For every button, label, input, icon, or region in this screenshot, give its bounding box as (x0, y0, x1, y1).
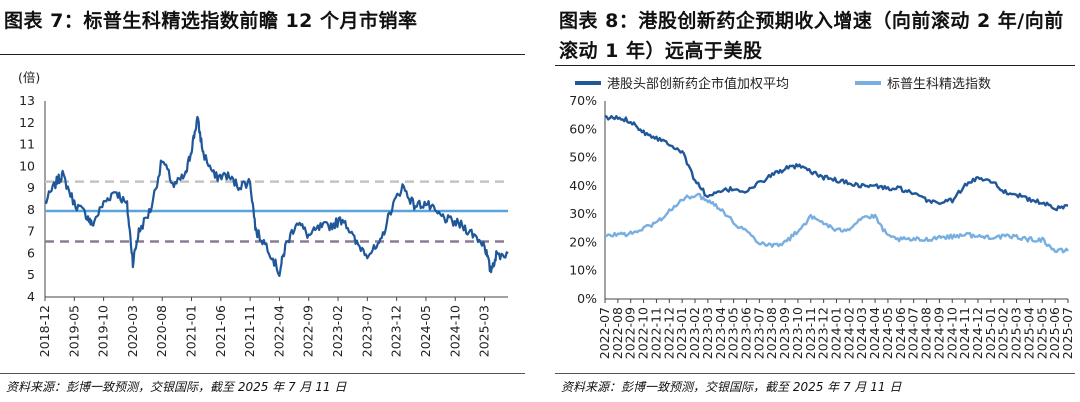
left-x-tick-label: 2021-11 (242, 305, 257, 357)
right-x-tick-label: 2024-02 (841, 307, 856, 359)
left-x-tick-label: 2020-03 (125, 305, 140, 357)
right-y-tick-label: 20% (569, 234, 597, 249)
right-x-tick-label: 2023-10 (790, 307, 805, 359)
right-x-tick-label: 2025-07 (1060, 307, 1075, 359)
right-x-tick-label: 2024-10 (944, 307, 959, 359)
right-x-tick-label: 2024-08 (919, 307, 934, 359)
right-x-tick-label: 2024-12 (970, 307, 985, 359)
right-x-tick-label: 2024-05 (880, 307, 895, 359)
left-chart-title: 图表 7：标普生科精选指数前瞻 12 个月市销率 (4, 10, 418, 32)
right-y-tick-label: 70% (569, 93, 597, 108)
right-series-line-1 (604, 114, 1069, 212)
right-x-tick-label: 2024-03 (854, 307, 869, 359)
left-x-tick-label: 2024-10 (447, 305, 462, 357)
right-x-tick-label: 2024-06 (893, 307, 908, 359)
right-x-tick-label: 2023-06 (738, 307, 753, 359)
right-x-tick-label: 2023-11 (803, 307, 818, 359)
right-x-tick-label: 2022-08 (610, 307, 625, 359)
left-y-tick-label: 6 (27, 245, 35, 260)
right-x-tick-label: 2023-09 (777, 307, 792, 359)
right-chart-source: 资料来源：彭博一致预测，交银国际，截至 2025 年 7 月 11 日 (561, 380, 902, 394)
left-chart-svg: (倍) 4 5 6 7 8 9 10 11 12 13 2018-12 2019-05 2019-10 20… (18, 70, 509, 357)
right-y-tick-label: 30% (569, 206, 597, 221)
left-chart-panel: 图表 7：标普生科精选指数前瞻 12 个月市销率 (倍) 4 5 6 7 8 9 10 11 12… (0, 0, 530, 402)
left-y-tick-label: 12 (19, 115, 35, 130)
left-x-tick-label: 2023-07 (359, 305, 374, 357)
right-x-tick-label: 2025-04 (1021, 307, 1036, 359)
right-chart-panel: 图表 8：港股创新药企预期收入增速（向前滚动 2 年/向前滚动 1 年）远高于美… (555, 0, 1080, 402)
right-x-tick-label: 2023-08 (764, 307, 779, 359)
left-x-tick-label: 2023-12 (389, 305, 404, 357)
left-source-divider (0, 373, 525, 374)
right-y-tick-label: 0% (577, 291, 597, 306)
left-x-tick-label: 2021-01 (184, 305, 199, 357)
left-x-tick-label: 2021-06 (213, 305, 228, 357)
right-x-tick-label: 2024-01 (829, 307, 844, 359)
left-y-tick-label: 4 (27, 289, 35, 304)
left-y-tick-label: 11 (19, 137, 35, 152)
left-y-tick-label: 10 (19, 158, 35, 173)
right-x-tick-label: 2023-02 (687, 307, 702, 359)
right-y-tick-label: 50% (569, 150, 597, 165)
right-x-tick-label: 2024-09 (931, 307, 946, 359)
right-x-tick-label: 2022-07 (597, 307, 612, 359)
left-x-tick-label: 2023-02 (330, 305, 345, 357)
right-x-tick-label: 2023-01 (674, 307, 689, 359)
left-x-tick-label: 2025-03 (477, 305, 492, 357)
right-legend-label: 标普生科精选指数 (887, 77, 991, 92)
left-series-line (44, 115, 509, 277)
right-x-tick-label: 2025-02 (996, 307, 1011, 359)
right-series-line-2 (604, 192, 1069, 254)
left-y-unit-label: (倍) (18, 70, 40, 85)
left-x-tick-label: 2020-08 (154, 305, 169, 357)
right-x-tick-label: 2025-06 (1047, 307, 1062, 359)
left-y-tick-label: 13 (19, 93, 35, 108)
right-title-divider (555, 65, 1075, 66)
right-x-tick-label: 2024-07 (906, 307, 921, 359)
right-y-tick-label: 60% (569, 121, 597, 136)
right-x-tick-label: 2022-12 (661, 307, 676, 359)
right-chart-title: 图表 8：港股创新药企预期收入增速（向前滚动 2 年/向前滚动 1 年）远高于美… (559, 10, 1064, 62)
right-x-tick-label: 2023-07 (751, 307, 766, 359)
right-x-tick-label: 2025-05 (1034, 307, 1049, 359)
right-x-tick-label: 2023-04 (713, 307, 728, 359)
left-y-tick-label: 5 (27, 267, 35, 282)
right-x-tick-label: 2023-12 (816, 307, 831, 359)
left-x-tick-label: 2024-05 (418, 305, 433, 357)
right-y-tick-label: 10% (569, 263, 597, 278)
left-y-tick-label: 9 (27, 180, 35, 195)
right-x-tick-label: 2024-11 (957, 307, 972, 359)
right-x-tick-label: 2022-11 (648, 307, 663, 359)
right-y-tick-label: 40% (569, 178, 597, 193)
right-x-tick-label: 2022-09 (623, 307, 638, 359)
left-x-tick-label: 2019-10 (96, 305, 111, 357)
right-x-tick-label: 2025-01 (983, 307, 998, 359)
right-chart-svg: 港股头部创新药企市值加权平均 标普生科精选指数 0% 10% 20% 30% 40% 50% 6… (569, 76, 1075, 359)
left-x-tick-label: 2022-09 (301, 305, 316, 357)
left-x-tick-label: 2018-12 (37, 305, 52, 357)
right-x-tick-label: 2025-03 (1009, 307, 1024, 359)
left-y-tick-label: 7 (27, 224, 35, 239)
left-x-tick-label: 2022-04 (271, 305, 286, 357)
right-x-tick-label: 2023-03 (700, 307, 715, 359)
right-legend-label: 港股头部创新药企市值加权平均 (607, 76, 789, 92)
left-x-tick-label: 2019-05 (66, 305, 81, 357)
left-title-divider (0, 54, 525, 55)
right-x-tick-label: 2022-10 (636, 307, 651, 359)
right-x-tick-label: 2024-04 (867, 307, 882, 359)
left-y-tick-label: 8 (27, 202, 35, 217)
right-x-tick-label: 2023-05 (726, 307, 741, 359)
right-source-divider (555, 373, 1075, 374)
left-chart-source: 资料来源：彭博一致预测，交银国际，截至 2025 年 7 月 11 日 (6, 380, 347, 394)
